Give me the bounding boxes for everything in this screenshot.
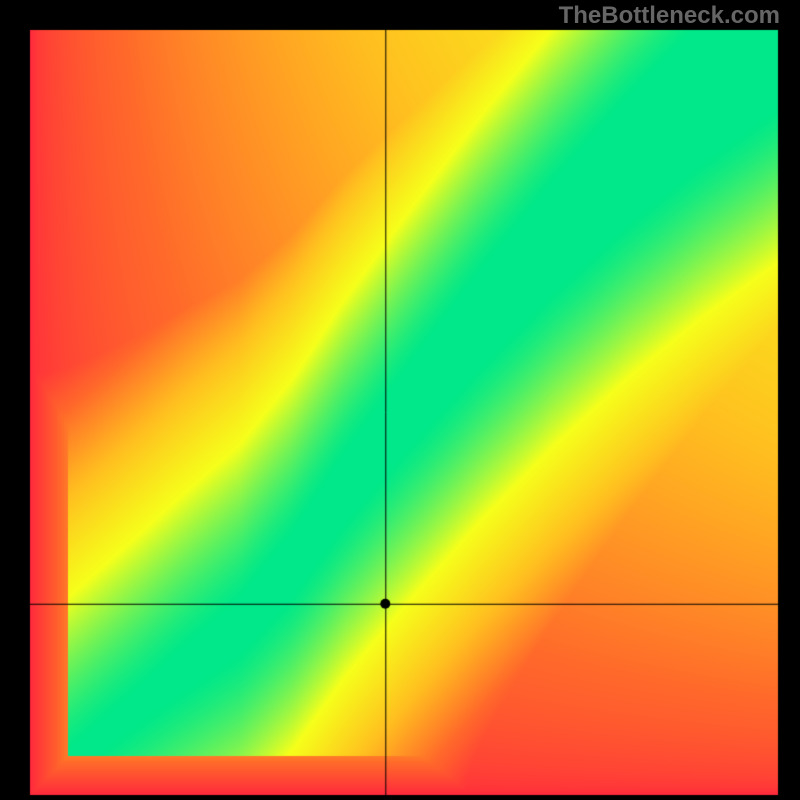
bottleneck-heatmap <box>0 0 800 800</box>
watermark-text: TheBottleneck.com <box>559 2 780 30</box>
